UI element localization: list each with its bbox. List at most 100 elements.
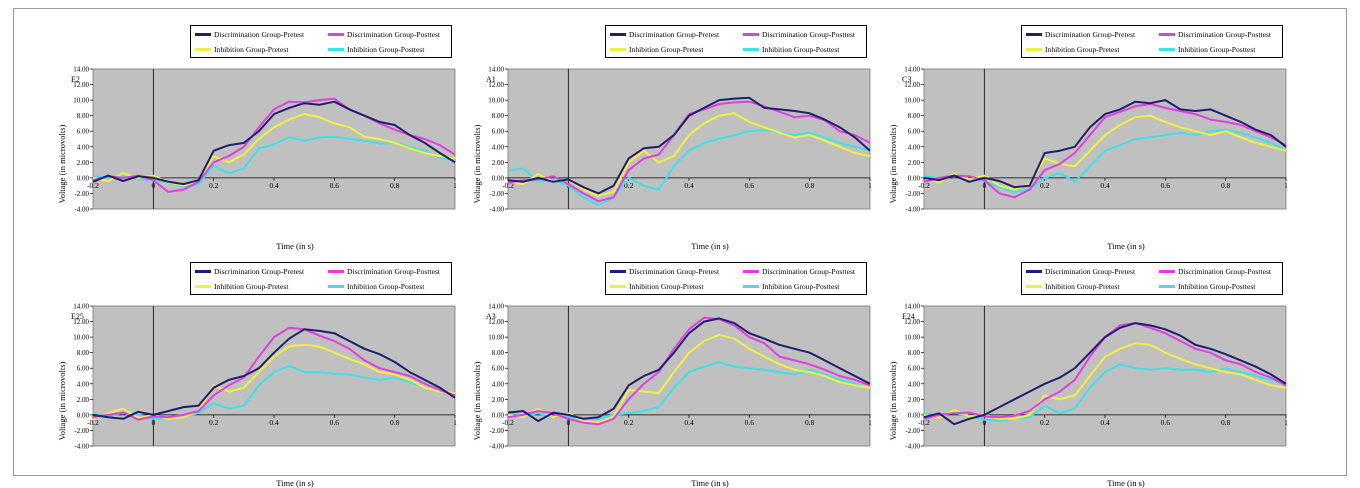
legend-swatch <box>1026 269 1042 273</box>
erp-chart-5: -4.00 -2.00 0.00 2.00 4.00 6.00 8.00 10.00 12.00… <box>886 262 1288 488</box>
series-line-inhibition-group-posttest <box>923 363 1287 423</box>
legend-label: Discrimination Group-Posttest <box>1178 266 1272 276</box>
legend-item: Inhibition Group-Posttest <box>743 279 839 293</box>
erp-chart-1: -4.00 -2.00 0.00 2.00 4.00 6.00 8.00 10.00 12.00… <box>470 25 872 251</box>
y-tick-label: 6.00 <box>492 128 505 136</box>
x-tick-label: -0.2 <box>87 181 99 190</box>
plot-svg: -4.00 -2.00 0.00 2.00 4.00 6.00 8.00 10.00 12.00… <box>488 303 872 451</box>
legend-swatch <box>1026 47 1042 51</box>
y-tick-label: 10.00 <box>73 97 89 105</box>
legend-swatch <box>610 284 626 288</box>
x-tick-label: 0.6 <box>330 181 340 190</box>
x-tick-label: 0.8 <box>390 181 400 190</box>
legend-label: Inhibition Group-Posttest <box>762 281 840 291</box>
y-tick-label: 12.00 <box>904 318 920 326</box>
series-line-discrimination-group-pretest <box>923 99 1287 189</box>
y-tick-label: 0.00 <box>77 411 90 419</box>
legend-label: Inhibition Group-Pretest <box>1045 281 1120 291</box>
legend-swatch <box>610 269 626 273</box>
legend-item: Inhibition Group-Pretest <box>1026 42 1119 56</box>
plot-svg: -4.00 -2.00 0.00 2.00 4.00 6.00 8.00 10.00 12.00… <box>73 66 457 214</box>
legend-item: Discrimination Group-Pretest <box>195 27 304 41</box>
y-tick-label: 4.00 <box>77 380 90 388</box>
legend-swatch <box>1026 284 1042 288</box>
y-tick-label: -4.00 <box>489 206 504 214</box>
x-tick-label: 0.8 <box>805 181 815 190</box>
x-tick-label: 0.4 <box>1100 418 1110 427</box>
legend-item: Discrimination Group-Posttest <box>743 264 855 278</box>
legend-swatch <box>610 47 626 51</box>
x-tick-label: 0.2 <box>624 181 634 190</box>
legend-item: Discrimination Group-Posttest <box>743 27 855 41</box>
plot-svg: -4.00 -2.00 0.00 2.00 4.00 6.00 8.00 10.00 12.00… <box>904 66 1288 214</box>
y-tick-label: 2.00 <box>908 159 921 167</box>
legend-item: Inhibition Group-Pretest <box>610 279 703 293</box>
x-tick-label: 0 <box>982 181 986 190</box>
y-tick-label: -4.00 <box>74 206 89 214</box>
legend-swatch <box>1159 47 1175 51</box>
legend-swatch <box>328 269 344 273</box>
y-tick-label: 12.00 <box>73 81 89 89</box>
x-tick-label: 1 <box>1284 418 1288 427</box>
chart-title: C3 <box>902 75 912 84</box>
chart-legend: Discrimination Group-Pretest Discriminati… <box>190 262 452 295</box>
x-axis-label: Time (in s) <box>276 478 314 488</box>
legend-item: Discrimination Group-Pretest <box>1026 264 1135 278</box>
series-line-inhibition-group-posttest <box>507 361 871 421</box>
legend-item: Discrimination Group-Posttest <box>328 27 440 41</box>
y-tick-label: 10.00 <box>73 334 89 342</box>
series-line-discrimination-group-pretest <box>507 317 871 423</box>
series-line-discrimination-group-pretest <box>507 96 871 195</box>
y-axis-label: Voltage (in microvolts) <box>57 124 67 204</box>
x-tick-label: 0.4 <box>684 418 694 427</box>
legend-label: Discrimination Group-Posttest <box>347 29 441 39</box>
legend-label: Discrimination Group-Posttest <box>762 266 856 276</box>
y-tick-label: 0.00 <box>492 174 505 182</box>
legend-item: Inhibition Group-Pretest <box>610 42 703 56</box>
legend-item: Discrimination Group-Posttest <box>1159 264 1271 278</box>
series-line-discrimination-group-posttest <box>92 326 456 421</box>
x-tick-label: 0.6 <box>1161 418 1171 427</box>
y-tick-label: 4.00 <box>908 380 921 388</box>
y-tick-label: 14.00 <box>73 66 89 74</box>
x-tick-label: 0.6 <box>745 181 755 190</box>
y-tick-label: 2.00 <box>77 396 90 404</box>
legend-swatch <box>1159 284 1175 288</box>
y-tick-label: 12.00 <box>488 318 504 326</box>
erp-chart-2: -4.00 -2.00 0.00 2.00 4.00 6.00 8.00 10.00 12.00… <box>886 25 1288 251</box>
y-tick-label: 8.00 <box>492 112 505 120</box>
y-tick-label: -2.00 <box>74 190 89 198</box>
y-tick-label: 2.00 <box>492 396 505 404</box>
x-tick-label: 0.8 <box>805 418 815 427</box>
y-axis-label: Voltage (in microvolts) <box>57 361 67 441</box>
chart-legend: Discrimination Group-Pretest Discriminati… <box>190 25 452 58</box>
x-tick-label: 0.2 <box>624 418 634 427</box>
legend-label: Inhibition Group-Posttest <box>762 44 840 54</box>
chart-title: A1 <box>486 75 496 84</box>
legend-item: Inhibition Group-Posttest <box>1159 42 1255 56</box>
y-tick-label: -2.00 <box>905 427 920 435</box>
series-line-discrimination-group-posttest <box>507 100 871 203</box>
x-tick-label: 0.6 <box>745 418 755 427</box>
x-tick-label: 0.4 <box>269 418 279 427</box>
series-line-discrimination-group-posttest <box>92 97 456 193</box>
chart-legend: Discrimination Group-Pretest Discriminati… <box>1021 262 1283 295</box>
plot-svg: -4.00 -2.00 0.00 2.00 4.00 6.00 8.00 10.00 12.00… <box>488 66 872 214</box>
y-tick-label: 8.00 <box>908 112 921 120</box>
x-tick-label: -0.2 <box>502 418 514 427</box>
x-tick-label: 0.8 <box>1221 181 1231 190</box>
legend-label: Discrimination Group-Pretest <box>1045 29 1136 39</box>
legend-swatch <box>610 32 626 36</box>
y-tick-label: 6.00 <box>77 365 90 373</box>
legend-label: Inhibition Group-Pretest <box>214 44 289 54</box>
y-tick-label: 8.00 <box>77 112 90 120</box>
y-tick-label: 8.00 <box>77 349 90 357</box>
y-tick-label: 10.00 <box>904 334 920 342</box>
x-axis-label: Time (in s) <box>691 478 729 488</box>
legend-label: Inhibition Group-Pretest <box>629 44 704 54</box>
y-tick-label: 0.00 <box>77 174 90 182</box>
legend-swatch <box>328 32 344 36</box>
legend-item: Inhibition Group-Pretest <box>195 279 288 293</box>
x-tick-label: 0.6 <box>1161 181 1171 190</box>
chart-legend: Discrimination Group-Pretest Discriminati… <box>605 25 867 58</box>
